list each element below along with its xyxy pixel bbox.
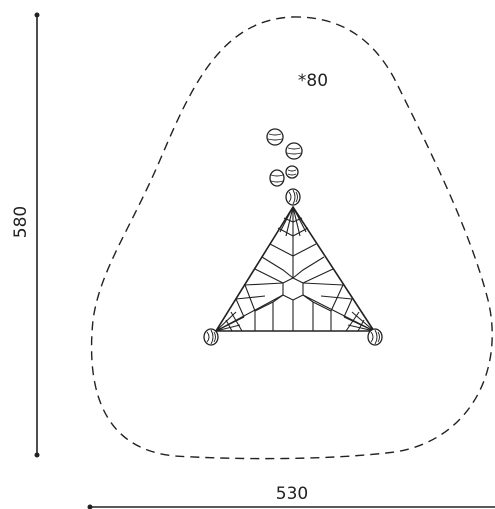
safety-zone-outline bbox=[90, 16, 493, 460]
net-line bbox=[312, 301, 332, 312]
net-line bbox=[292, 256, 325, 279]
net-center-hexagon bbox=[282, 277, 304, 301]
net-line bbox=[302, 268, 334, 284]
net-line bbox=[302, 294, 314, 303]
safety-zone-label: *80 bbox=[298, 71, 328, 91]
net-line bbox=[345, 311, 360, 332]
height-dimension-end-bottom bbox=[34, 452, 40, 458]
net-line bbox=[244, 282, 284, 286]
width-dimension-label: 530 bbox=[276, 484, 308, 504]
height-dimension: 580 bbox=[11, 12, 40, 458]
net-line bbox=[285, 206, 294, 237]
stepping-stones bbox=[266, 128, 303, 187]
net-line bbox=[215, 316, 245, 332]
anchor-stones bbox=[203, 188, 383, 346]
climbing-net-pyramid bbox=[214, 205, 376, 332]
net-line bbox=[254, 301, 274, 312]
net-line bbox=[225, 319, 233, 332]
height-dimension-end-top bbox=[34, 12, 40, 18]
net-line bbox=[343, 298, 353, 318]
stepping-stone bbox=[285, 142, 303, 160]
net-outer-triangle bbox=[214, 205, 376, 332]
anchor-stone-right bbox=[367, 328, 383, 346]
net-line bbox=[269, 243, 317, 257]
net-line bbox=[235, 298, 245, 318]
net-line bbox=[279, 206, 294, 233]
net-line bbox=[292, 206, 301, 237]
net-line bbox=[235, 295, 266, 300]
stepping-stone bbox=[266, 128, 284, 146]
net-line bbox=[347, 324, 375, 332]
net-line bbox=[244, 284, 256, 312]
anchor-stone-left bbox=[203, 328, 219, 346]
width-dimension: 530 bbox=[87, 484, 495, 509]
net-line bbox=[320, 295, 353, 300]
net-line bbox=[277, 227, 309, 237]
stepping-stone bbox=[269, 169, 285, 187]
anchor-stone-top bbox=[285, 188, 301, 206]
height-dimension-label: 580 bbox=[11, 206, 31, 238]
net-line bbox=[230, 311, 243, 332]
net-line bbox=[254, 268, 284, 284]
net-line bbox=[261, 256, 294, 279]
net-line bbox=[215, 324, 241, 332]
stepping-stone bbox=[285, 165, 299, 179]
width-dimension-end-left bbox=[87, 504, 93, 509]
net-line bbox=[292, 206, 307, 233]
net-line bbox=[357, 319, 365, 332]
net-line bbox=[302, 282, 344, 286]
net-line bbox=[343, 316, 375, 332]
net-line bbox=[330, 284, 344, 312]
net-line bbox=[272, 294, 284, 303]
